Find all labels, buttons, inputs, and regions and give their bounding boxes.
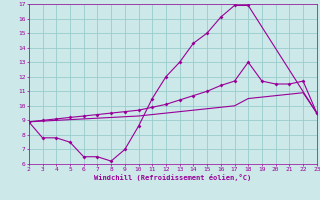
X-axis label: Windchill (Refroidissement éolien,°C): Windchill (Refroidissement éolien,°C) [94, 174, 252, 181]
